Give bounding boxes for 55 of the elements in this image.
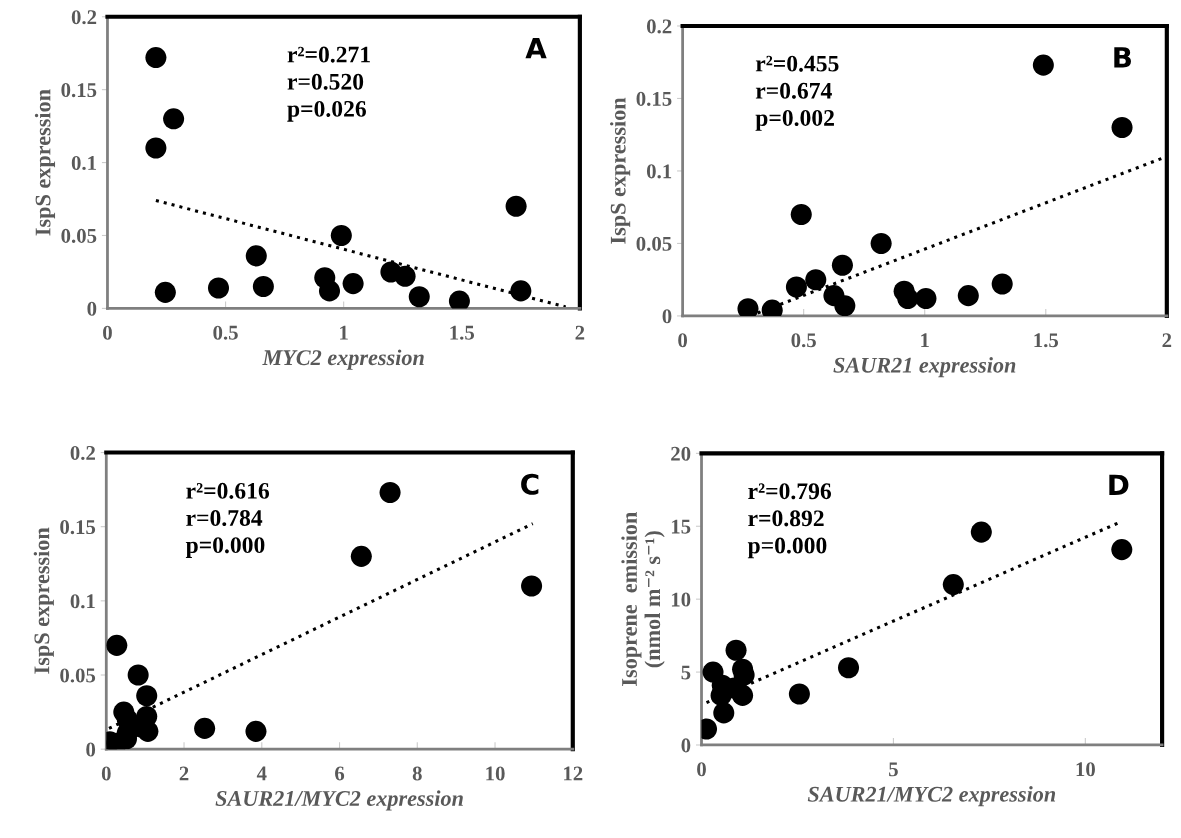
x-tick-label: 12 [564,766,583,781]
y-tick-label: 0 [681,738,691,753]
y-tick-label: 0.15 [60,520,96,535]
x-tick-label: 2 [575,325,585,340]
x-tick-label: 1 [921,333,929,348]
annotation: r²=0.796 r=0.892 p=0.000 [747,483,832,559]
x-tick-label: 1.5 [1034,333,1059,348]
x-tick-label: 0.5 [213,325,238,340]
y-tick-label: 10 [671,592,691,607]
y-tick-label: 0.2 [71,10,97,25]
y-tick-label: 0.05 [636,236,672,251]
y-tick-label: 0.15 [636,91,672,106]
x-axis-title: SAUR21/MYC2 expression [215,790,463,811]
x-tick-label: 5 [889,762,898,777]
y-tick-label: 0.05 [61,228,97,243]
x-tick-label: 0 [697,762,706,777]
x-axis-title: MYC2 expression [262,349,424,370]
annotation: D [1109,474,1129,495]
annotation: A [525,38,547,59]
y-tick-label: 0.1 [70,594,95,609]
annotation: B [1114,47,1131,68]
y-tick-label: 0.2 [70,445,95,461]
y-tick-label: 0.05 [60,668,96,683]
annotation: r²=0.455 r=0.674 p=0.002 [755,55,839,131]
y-tick-label: 0.1 [71,155,96,171]
x-tick-label: 2 [1162,333,1172,348]
x-tick-label: 4 [256,766,267,781]
y-tick-label: 0 [662,309,672,324]
y-tick-label: 20 [671,446,691,461]
y-tick-label: 0.15 [61,83,97,98]
x-tick-label: 8 [412,766,422,781]
y-axis-title: Isoprene emission (nmol m⁻² s⁻¹) [621,512,665,686]
y-axis-title: IspS expression [33,527,54,674]
x-tick-label: 1 [340,325,348,340]
annotation: r²=0.271 r=0.520 p=0.026 [287,46,370,122]
y-tick-label: 15 [671,519,691,534]
x-axis-title: SAUR21/MYC2 expression [807,786,1056,807]
x-tick-label: 10 [486,766,505,781]
x-tick-label: 0 [103,325,112,340]
y-tick-label: 0.1 [646,164,672,179]
y-tick-label: 0 [87,301,97,316]
x-tick-label: 2 [179,766,189,781]
x-tick-label: 0.5 [791,333,816,348]
x-axis-title: SAUR21 expression [833,357,1016,378]
x-tick-label: 1.5 [450,325,475,340]
x-tick-label: 6 [335,766,345,781]
y-tick-label: 5 [681,665,691,680]
y-tick-label: 0 [86,742,96,757]
x-tick-label: 0 [101,766,111,781]
x-tick-label: 10 [1076,762,1095,777]
y-axis-title: IspS expression [610,97,631,244]
y-axis-title: IspS expression [34,89,56,236]
annotation: r²=0.616 r=0.784 p=0.000 [185,482,270,558]
annotation: C [521,473,539,495]
y-tick-label: 0.2 [646,19,672,34]
